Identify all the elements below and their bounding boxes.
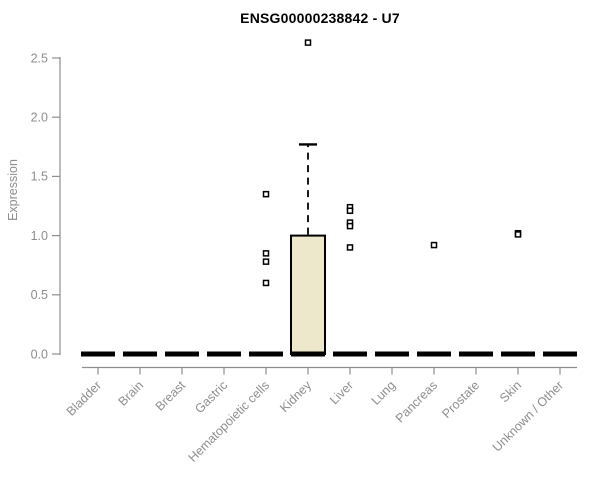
x-category-label: Prostate: [439, 378, 482, 421]
median-line: [165, 351, 199, 357]
chart-title: ENSG00000238842 - U7: [240, 10, 400, 26]
median-line: [375, 351, 409, 357]
y-tick-label: 2.0: [31, 111, 48, 125]
median-line: [417, 351, 451, 357]
outlier-point: [262, 190, 270, 198]
outlier-point: [346, 207, 354, 214]
median-line: [207, 351, 241, 357]
x-category-label: Hematopoietic cells: [186, 378, 273, 465]
outlier-point: [430, 241, 438, 249]
x-category-label: Liver: [327, 378, 356, 407]
box: [290, 234, 326, 356]
y-tick-label: 0.0: [31, 347, 48, 361]
y-tick-label: 2.5: [31, 51, 48, 65]
outlier-point: [262, 250, 270, 257]
y-tick-label: 0.5: [31, 288, 48, 302]
median-line: [333, 351, 367, 357]
x-category-label: Lung: [369, 378, 399, 408]
x-category-label: Skin: [497, 378, 524, 405]
x-category-label: Bladder: [64, 378, 104, 418]
median-line: [459, 351, 493, 357]
median-line: [249, 351, 283, 357]
outlier-point: [262, 258, 270, 265]
outlier-point: [304, 39, 312, 46]
x-category-label: Unknown / Other: [490, 378, 566, 454]
median-line: [501, 351, 535, 357]
outlier-point: [262, 279, 270, 287]
outlier-point: [346, 222, 354, 230]
x-category-label: Breast: [153, 378, 189, 414]
median-line: [543, 351, 577, 357]
x-category-label: Brain: [116, 378, 147, 409]
median-line: [123, 351, 157, 357]
x-category-label: Pancreas: [393, 378, 440, 425]
x-category-label: Kidney: [277, 378, 314, 415]
outlier-point: [514, 231, 522, 238]
y-tick-label: 1.5: [31, 170, 48, 184]
outlier-point: [346, 244, 354, 251]
x-category-label: Gastric: [192, 378, 230, 416]
y-tick-label: 1.0: [31, 229, 48, 243]
median-line: [81, 351, 115, 357]
median-line: [291, 351, 325, 357]
